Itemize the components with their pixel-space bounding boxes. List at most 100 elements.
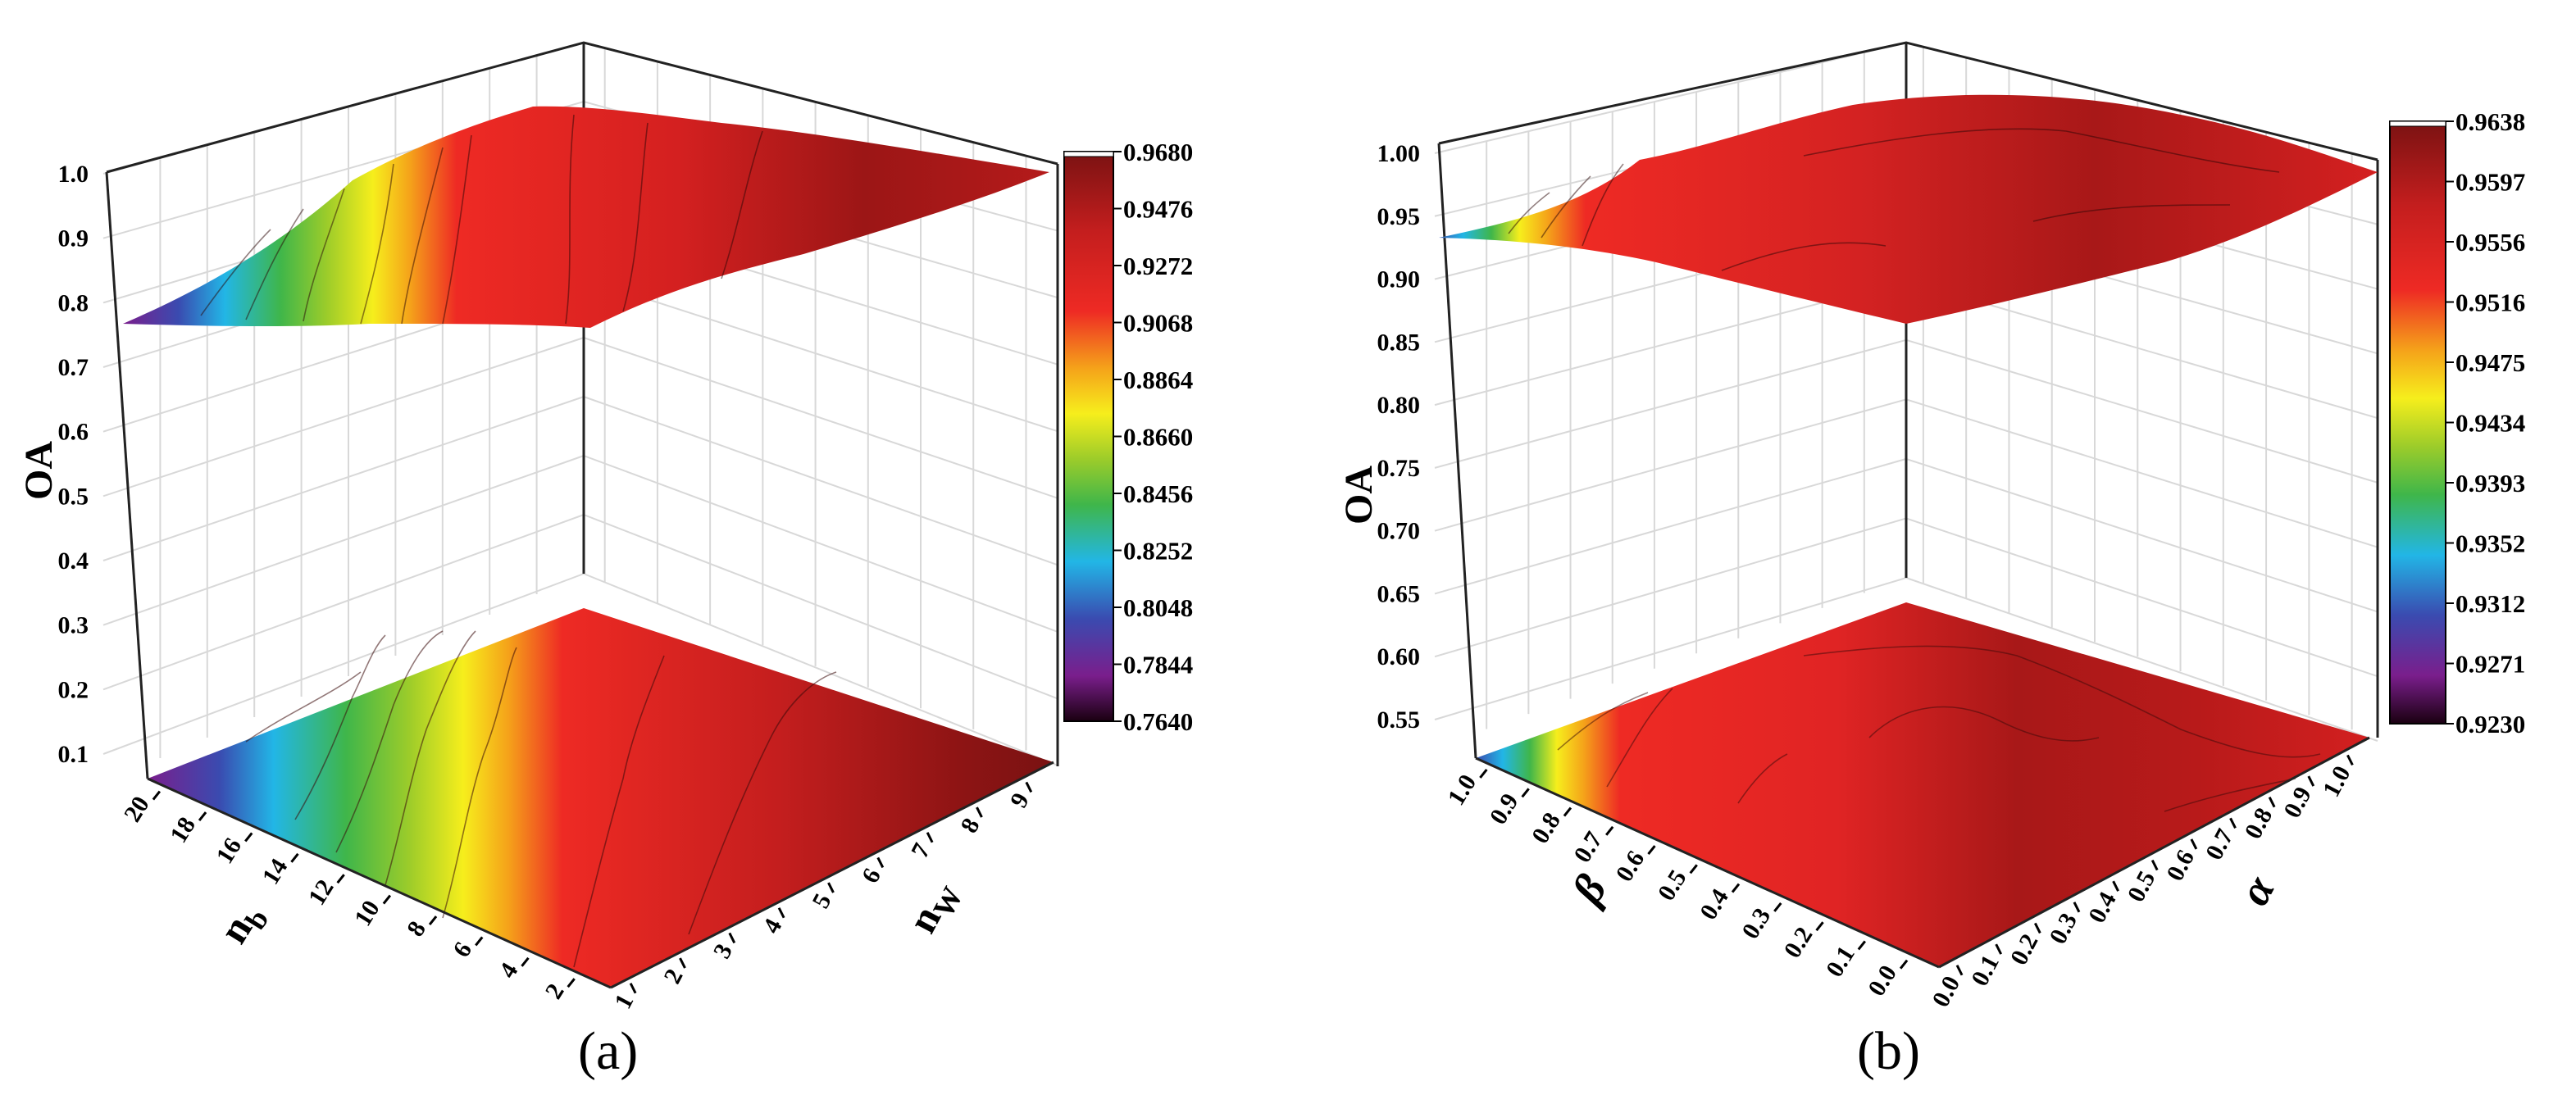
panel-b-z-tick-label: 0.55 bbox=[1377, 706, 1421, 734]
panel-b-y-tick-mark bbox=[2073, 902, 2081, 913]
panel-b-y-tick-label: 0.3 bbox=[2044, 909, 2082, 949]
panel-a-floor-contour bbox=[148, 608, 1054, 988]
panel-a-x-tick-label: 18 bbox=[165, 812, 201, 847]
panel-b bbox=[1434, 41, 2379, 969]
panel-b-y-tick-label: 0.2 bbox=[2005, 929, 2044, 970]
panel-b-z-gridline-left bbox=[1434, 338, 1907, 469]
panel-a-z-tick-label: 0.5 bbox=[58, 483, 89, 510]
panel-b-y-tick-mark bbox=[2150, 859, 2159, 871]
panel-a-z-gridline-left bbox=[102, 337, 585, 497]
panel-b-colorbar-tick-label: 0.9393 bbox=[2455, 469, 2525, 497]
panel-b-y-tick-label: 0.0 bbox=[1927, 972, 1965, 1012]
panel-b-y-tick-mark bbox=[2346, 754, 2354, 766]
panel-b-x-tick-mark bbox=[1647, 845, 1656, 856]
panel-a-z-axis-label: OA bbox=[17, 441, 61, 500]
panel-a-x-tick-label: 16 bbox=[211, 834, 247, 869]
panel-a bbox=[102, 41, 1059, 989]
panel-b-x-tick-mark bbox=[1899, 959, 1909, 970]
panel-b-z-tick-label: 1.00 bbox=[1377, 140, 1421, 167]
panel-b-x-tick-label: 0.1 bbox=[1821, 942, 1860, 982]
panel-a-x-tick-label: 20 bbox=[119, 792, 155, 827]
panel-b-y-tick-label: 0.7 bbox=[2201, 825, 2239, 865]
panel-b-colorbar-tick-label: 0.9271 bbox=[2455, 650, 2525, 679]
panel-a-colorbar-tick-label: 0.9068 bbox=[1123, 309, 1193, 338]
panel-b-y-tick-label: 0.6 bbox=[2161, 846, 2200, 886]
panel-b-colorbar-tick-label: 0.9516 bbox=[2455, 288, 2525, 317]
panel-b-colorbar-tick-label: 0.9312 bbox=[2455, 589, 2525, 618]
panel-b-colorbar bbox=[2389, 120, 2446, 725]
panel-a-z-tick-label: 0.1 bbox=[58, 741, 89, 768]
panel-a-x-tick-label: 12 bbox=[303, 874, 339, 910]
panel-b-y-tick-label: 0.4 bbox=[2083, 888, 2122, 928]
panel-b-x-tick-mark bbox=[1689, 864, 1698, 874]
panel-b-z-gridline-right bbox=[1905, 338, 2378, 484]
panel-a-z-tick-label: 0.7 bbox=[58, 354, 89, 381]
panel-a-z-tick-label: 0.2 bbox=[58, 676, 89, 703]
panel-b-x-tick-mark bbox=[1521, 788, 1530, 798]
panel-a-x-tick-label: 10 bbox=[349, 896, 385, 931]
panel-b-z-tick-label: 0.80 bbox=[1377, 392, 1421, 419]
panel-a-x-tick-label: 8 bbox=[402, 916, 431, 941]
panel-b-x-tick-mark bbox=[1605, 825, 1614, 836]
panel-a-left-vertical bbox=[105, 171, 149, 779]
panel-b-y-tick-label: 0.5 bbox=[2123, 866, 2161, 906]
panel-a-x-tick-mark bbox=[244, 832, 253, 843]
panel-b-z-axis-label: OA bbox=[1337, 466, 1381, 525]
panel-a-colorbar-tick-label: 0.7844 bbox=[1123, 651, 1193, 679]
panel-a-colorbar-tick-label: 0.9476 bbox=[1123, 195, 1193, 224]
panel-a-x-tick-mark bbox=[198, 811, 207, 821]
panel-b-left-vertical bbox=[1437, 143, 1477, 759]
panel-a-z-gridline-right bbox=[583, 337, 1058, 499]
panel-b-x-tick-mark bbox=[1857, 940, 1867, 951]
panel-b-colorbar-tick-label: 0.9352 bbox=[2455, 529, 2525, 558]
panel-a-colorbar-tick-label: 0.8252 bbox=[1123, 537, 1193, 566]
panel-b-x-tick-label: 0.4 bbox=[1695, 884, 1734, 924]
panel-a-z-gridline-left bbox=[102, 396, 585, 561]
panel-a-z-tick-label: 1.0 bbox=[58, 161, 89, 188]
panel-a-front-left-edge bbox=[147, 777, 612, 989]
panel-a-x-tick-mark bbox=[567, 978, 576, 988]
panel-a-colorbar-tick-label: 0.8660 bbox=[1123, 423, 1193, 452]
panel-b-z-gridline-left bbox=[1434, 42, 1907, 154]
panel-a-z-gridline-right bbox=[583, 514, 1058, 700]
panel-a-y-tick-mark bbox=[728, 932, 736, 944]
panel-b-y-tick-mark bbox=[1995, 943, 2003, 955]
panel-a-x-tick-mark bbox=[152, 790, 162, 801]
panel-b-x-tick-label: 0.9 bbox=[1485, 788, 1524, 829]
panel-a-z-gridline-right bbox=[583, 396, 1058, 566]
panel-a-colorbar-tick-label: 0.7640 bbox=[1123, 707, 1193, 736]
panel-b-colorbar-tick-label: 0.9638 bbox=[2455, 107, 2525, 136]
panel-a-colorbar-tick-label: 0.9680 bbox=[1123, 138, 1193, 166]
panel-b-y-tick-label: 0.1 bbox=[1966, 951, 2005, 991]
panel-b-colorbar-top-cap bbox=[2389, 120, 2446, 127]
panel-a-x-tick-mark bbox=[521, 956, 530, 967]
panel-a-x-tick-mark bbox=[382, 894, 392, 905]
panel-b-z-gridline-right bbox=[1905, 577, 2378, 742]
panel-b-y-tick-label: 1.0 bbox=[2318, 761, 2356, 802]
panel-a-z-tick-label: 0.9 bbox=[58, 225, 89, 252]
panel-a-x-tick-label: 4 bbox=[494, 958, 523, 983]
panel-b-y-tick-mark bbox=[2033, 922, 2041, 934]
panel-b-z-gridline-right bbox=[1905, 457, 2378, 613]
panel-a-y-tick-mark bbox=[976, 806, 983, 818]
panel-b-z-tick-label: 0.95 bbox=[1377, 203, 1421, 230]
panel-a-y-tick-mark bbox=[876, 856, 885, 869]
panel-b-x-tick-mark bbox=[1815, 921, 1824, 932]
panel-b-z-gridline-left bbox=[1434, 457, 1907, 595]
panel-b-floor-contour bbox=[1476, 602, 2369, 967]
panel-b-z-gridline-left bbox=[1434, 577, 1907, 720]
panel-a-y-tick-mark bbox=[679, 957, 686, 969]
panel-a-x-tick-mark bbox=[428, 915, 438, 925]
panel-a-colorbar-tick-label: 0.8864 bbox=[1123, 366, 1193, 394]
panel-b-front-left-edge bbox=[1475, 756, 1940, 969]
panel-a-x-tick-label: 2 bbox=[540, 979, 570, 1003]
panel-a-colorbar-tick-label: 0.8456 bbox=[1123, 479, 1193, 508]
panel-b-x-tick-mark bbox=[1563, 806, 1572, 817]
panel-a-colorbar-tick-label: 0.8048 bbox=[1123, 593, 1193, 622]
panel-b-z-tick-label: 0.85 bbox=[1377, 329, 1421, 356]
panel-a-caption: (a) bbox=[578, 1021, 639, 1081]
panel-b-colorbar-tick-label: 0.9556 bbox=[2455, 228, 2525, 257]
panel-a-z-tick-label: 0.3 bbox=[58, 612, 89, 639]
panel-b-x-tick-label: 0.3 bbox=[1736, 903, 1776, 943]
